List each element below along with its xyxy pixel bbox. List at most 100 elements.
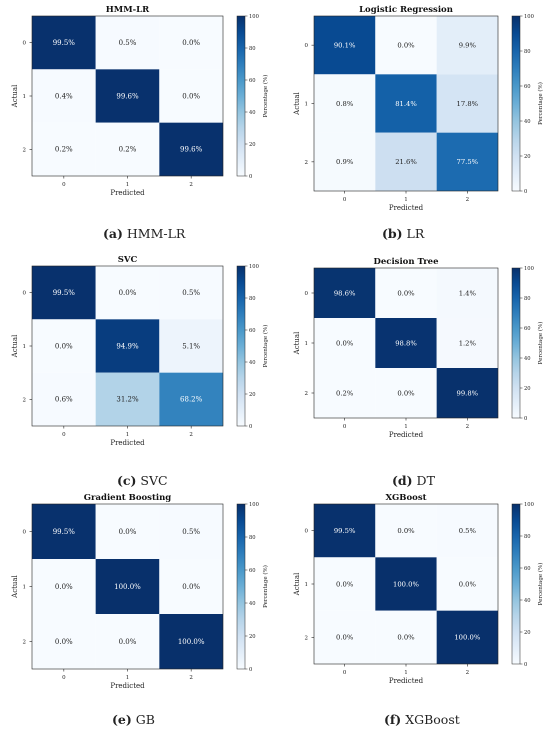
confusion-matrix-panel-decision-tree: Decision Tree 98.6% 0.0% 1.4% 0.0% 98.8% 1.2% 0… (290, 254, 548, 444)
x-tick-label: 1 (404, 424, 408, 430)
heatmap-cell (32, 122, 96, 176)
colorbar-tick-label: 40 (524, 119, 531, 125)
colorbar-tick-label: 100 (249, 502, 259, 508)
confusion-matrix-hmm-lr: HMM-LR 99.5% 0.5% 0.0% 0.4% 99.6% 0.0% 0.2% 0.2%… (11, 5, 269, 197)
y-tick-label: 1 (305, 341, 309, 347)
cell-value-label: 0.0% (336, 339, 354, 347)
x-tick-label: 2 (466, 424, 470, 430)
colorbar-tick-label: 100 (524, 14, 534, 20)
cell-value-label: 5.1% (182, 342, 200, 350)
heatmap-cell (95, 319, 160, 373)
colorbar-tick-label: 60 (524, 326, 531, 332)
cell-value-label: 1.2% (459, 339, 477, 347)
colorbar-label: Percentage (%) (537, 82, 544, 125)
x-tick-label: 2 (466, 197, 470, 203)
colorbar-tick-label: 0 (524, 189, 527, 195)
heatmap-cell (375, 74, 437, 133)
y-tick-label: 0 (305, 529, 309, 535)
caption-svc: (c) SVC (117, 473, 168, 488)
colorbar-tick-label: 40 (524, 598, 531, 604)
heatmap-cell (436, 74, 498, 133)
colorbar (236, 265, 246, 427)
colorbar-tick-label: 40 (249, 360, 256, 366)
colorbar-tick-label: 100 (249, 264, 259, 270)
heatmap-cell (436, 16, 498, 75)
confusion-matrix-panel-svc: SVC 99.5% 0.0% 0.5% 0.0% 94.9% 5.1% 0.6% 31.2% 68… (8, 252, 273, 452)
y-tick-label: 1 (305, 582, 309, 588)
cell-value-label: 0.5% (182, 289, 200, 297)
cell-value-label: 99.6% (116, 92, 139, 100)
cell-value-label: 0.0% (55, 342, 73, 350)
x-axis-label: Predicted (110, 189, 145, 197)
colorbar-tick-label: 0 (524, 416, 527, 422)
x-axis-label: Predicted (110, 682, 145, 690)
heatmap-cell (375, 557, 437, 611)
x-tick-label: 0 (62, 432, 66, 438)
colorbar (236, 15, 246, 177)
x-tick-label: 1 (404, 197, 408, 203)
colorbar (511, 267, 521, 419)
y-axis-label: Actual (293, 331, 301, 355)
colorbar-label: Percentage (%) (262, 325, 269, 368)
heatmap-cell (314, 132, 376, 191)
cell-value-label: 94.9% (116, 342, 139, 350)
heatmap-cell (32, 614, 96, 669)
y-tick-label: 1 (23, 344, 27, 350)
colorbar-tick-label: 40 (249, 601, 256, 607)
cell-value-label: 0.5% (119, 39, 137, 47)
x-tick-label: 2 (189, 675, 193, 681)
cell-value-label: 1.4% (459, 289, 477, 297)
colorbar-tick-label: 20 (249, 634, 256, 640)
cell-value-label: 0.6% (55, 396, 73, 404)
colorbar-tick-label: 20 (249, 142, 256, 148)
colorbar-tick-label: 0 (249, 424, 252, 430)
y-tick-label: 2 (305, 635, 309, 641)
heatmap-cell (314, 16, 376, 75)
colorbar (236, 503, 246, 670)
colorbar-tick-label: 80 (249, 296, 256, 302)
heatmap-cell (375, 504, 437, 558)
heatmap-cell (95, 504, 160, 559)
cell-value-label: 0.0% (397, 289, 415, 297)
y-tick-label: 0 (23, 530, 27, 536)
colorbar-tick-label: 100 (524, 266, 534, 272)
cell-value-label: 100.0% (178, 638, 205, 646)
heatmap-cell (159, 69, 223, 123)
cell-value-label: 0.0% (336, 634, 354, 642)
cell-value-label: 0.0% (119, 528, 137, 536)
y-axis-label: Actual (11, 334, 19, 358)
cell-value-label: 31.2% (116, 396, 139, 404)
colorbar-tick-label: 60 (249, 568, 256, 574)
y-tick-label: 0 (305, 291, 309, 297)
colorbar-label: Percentage (%) (537, 322, 544, 365)
heatmap-cell (314, 557, 376, 611)
x-tick-label: 2 (466, 670, 470, 676)
x-tick-label: 0 (343, 197, 347, 203)
cell-value-label: 0.2% (119, 146, 137, 154)
x-tick-label: 2 (189, 432, 193, 438)
heatmap-cell (95, 122, 160, 176)
heatmap-cell (159, 559, 223, 614)
y-tick-label: 2 (305, 391, 309, 397)
x-tick-label: 1 (126, 182, 130, 188)
caption-xgboost: (f) XGBoost (384, 712, 460, 727)
x-axis-label: Predicted (389, 204, 424, 212)
heatmap-cell (95, 614, 160, 669)
heatmap-cell (32, 559, 96, 614)
heatmap-cell (375, 16, 437, 75)
y-axis-label: Actual (293, 91, 301, 115)
heatmap-cell (314, 268, 376, 318)
colorbar-tick-label: 20 (524, 630, 531, 636)
cell-value-label: 0.5% (182, 528, 200, 536)
heatmap-cell (95, 16, 160, 70)
y-tick-label: 1 (23, 585, 27, 591)
heatmap-cell (436, 268, 498, 318)
heatmap-cell (159, 504, 223, 559)
heatmap-cell (95, 266, 160, 320)
cell-value-label: 0.0% (397, 389, 415, 397)
y-tick-label: 0 (305, 43, 309, 49)
heatmap-cell (159, 266, 223, 320)
cell-value-label: 0.9% (336, 158, 354, 166)
y-tick-label: 2 (23, 640, 27, 646)
colorbar-tick-label: 80 (249, 46, 256, 52)
